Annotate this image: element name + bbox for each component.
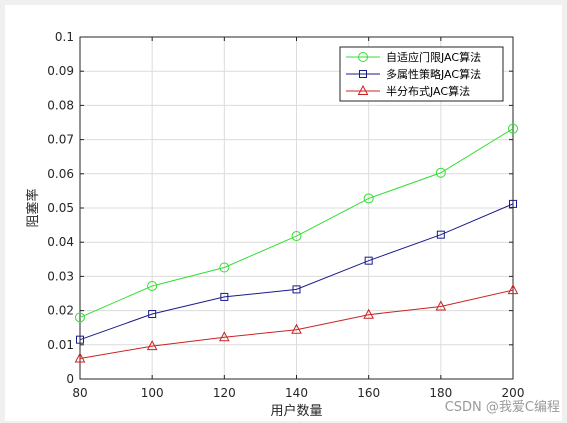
legend-item-2: 多属性策略JAC算法 — [346, 67, 481, 81]
y-tick-label: 0.02 — [47, 304, 74, 318]
data-point — [364, 256, 373, 265]
data-point — [507, 284, 519, 295]
data-point — [435, 300, 447, 311]
y-tick-label: 0 — [66, 372, 74, 386]
y-tick-label: 0.08 — [47, 98, 74, 112]
legend-marker — [359, 70, 367, 78]
y-tick-label: 0.06 — [47, 167, 74, 181]
data-point — [147, 280, 158, 291]
x-tick-label: 120 — [213, 386, 236, 400]
axis-ticks: 80 100 120 140 160 180 200 0 0.01 0.02 0.03 0.04 0.0… — [47, 30, 524, 400]
series-line — [79, 289, 514, 359]
data-point — [509, 199, 517, 208]
series-3 — [74, 284, 519, 363]
data-point — [146, 340, 158, 351]
series-group — [74, 123, 519, 363]
y-tick-label: 0.01 — [47, 338, 74, 352]
y-tick-label: 0.1 — [55, 30, 74, 44]
data-point — [436, 230, 445, 239]
x-tick-label: 140 — [285, 386, 308, 400]
data-point — [291, 231, 302, 242]
y-tick-label: 0.03 — [47, 269, 74, 283]
x-tick-label: 80 — [72, 386, 87, 400]
x-tick-label: 100 — [141, 386, 164, 400]
data-point — [148, 310, 157, 319]
data-point — [363, 308, 374, 319]
y-tick-label: 0.05 — [47, 201, 74, 215]
data-point — [220, 292, 229, 301]
y-tick-label: 0.07 — [47, 133, 74, 147]
legend-marker — [358, 52, 368, 62]
data-point — [219, 331, 230, 342]
data-point — [76, 335, 84, 344]
series-line — [79, 128, 514, 318]
data-point — [219, 262, 230, 273]
data-point — [435, 167, 446, 178]
legend-label: 半分布式JAC算法 — [386, 84, 470, 98]
legend-item-1: 自适应门限JAC算法 — [346, 50, 481, 64]
data-point — [291, 323, 302, 334]
series-2 — [76, 199, 517, 344]
data-point — [363, 193, 374, 204]
watermark-text: CSDN @我爱C编程 — [445, 400, 560, 415]
y-tick-label: 0.09 — [47, 64, 74, 78]
x-tick-label: 200 — [502, 386, 525, 400]
x-tick-label: 180 — [429, 386, 452, 400]
legend-label: 多属性策略JAC算法 — [386, 67, 481, 81]
data-point — [74, 352, 86, 363]
legend-label: 自适应门限JAC算法 — [386, 50, 481, 64]
legend-item-3: 半分布式JAC算法 — [346, 84, 470, 98]
data-point — [508, 123, 518, 134]
y-axis-label: 阻塞率 — [25, 188, 41, 227]
data-point — [292, 285, 301, 294]
data-point — [75, 312, 85, 323]
x-tick-label: 160 — [357, 386, 380, 400]
series-1 — [75, 123, 518, 323]
x-axis-label: 用户数量 — [270, 403, 322, 419]
legend-marker — [357, 84, 369, 95]
y-tick-label: 0.04 — [47, 235, 74, 249]
series-line — [79, 203, 514, 341]
